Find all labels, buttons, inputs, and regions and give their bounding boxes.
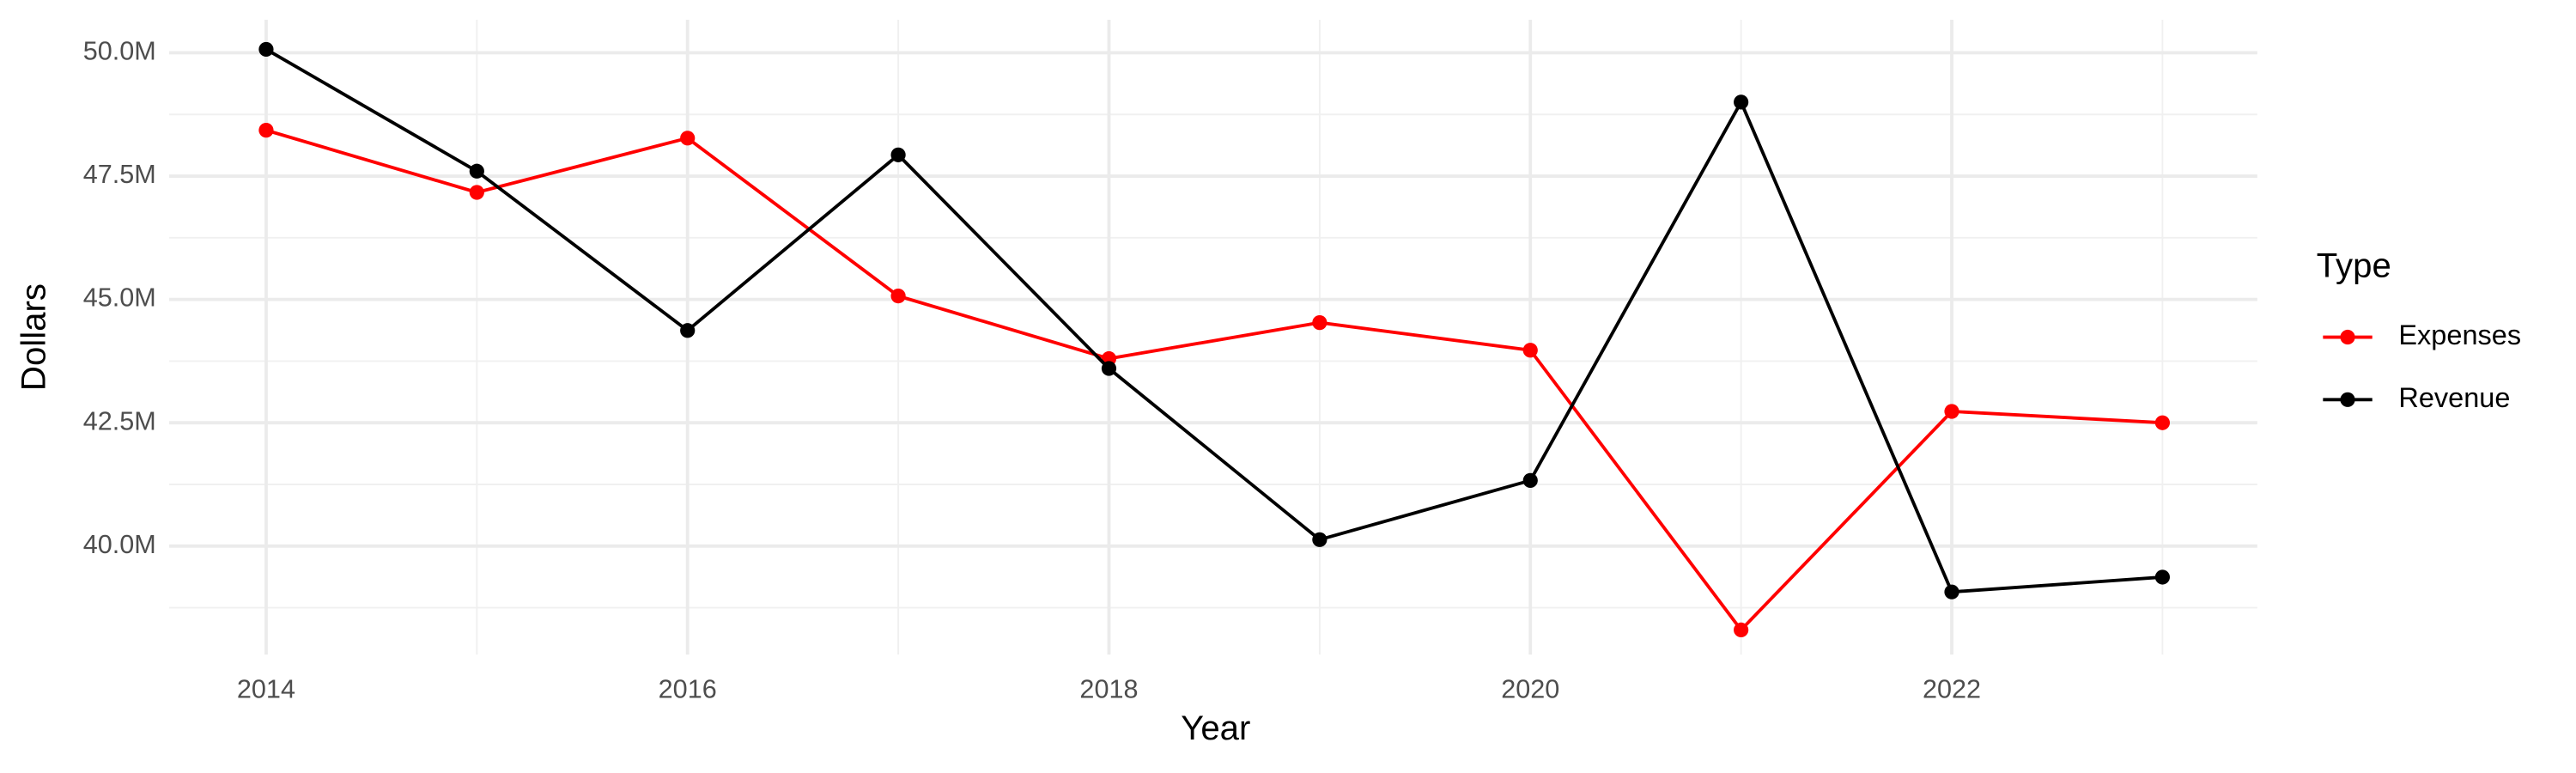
data-point: [1944, 404, 1959, 419]
data-point: [1312, 532, 1327, 547]
data-point: [890, 288, 906, 304]
data-point: [1944, 584, 1959, 600]
data-point: [2154, 569, 2171, 585]
y-axis-title: Dollars: [15, 283, 53, 391]
data-point: [680, 323, 696, 338]
x-tick-label: 2014: [237, 674, 295, 703]
data-point: [1522, 472, 1538, 489]
legend-label: Revenue: [2398, 382, 2510, 413]
series-line: [264, 47, 2163, 594]
y-tick-label: 42.5M: [83, 406, 156, 435]
x-tick-label: 2018: [1079, 674, 1138, 703]
y-tick-label: 45.0M: [83, 283, 156, 313]
x-tick-label: 2016: [659, 674, 717, 703]
data-point: [1734, 94, 1749, 110]
legend-key-point: [2340, 392, 2355, 407]
data-point: [258, 41, 274, 58]
data-point: [258, 123, 274, 138]
data-point: [469, 163, 484, 179]
x-tick-label: 2020: [1501, 674, 1559, 703]
x-axis-title: Year: [1181, 709, 1250, 747]
data-point: [2154, 415, 2171, 430]
data-point: [890, 147, 906, 162]
data-point: [1522, 343, 1538, 358]
series-line: [265, 128, 2163, 633]
legend-label: Expenses: [2398, 320, 2521, 350]
x-tick-label: 2022: [1923, 674, 1981, 703]
y-tick-label: 40.0M: [83, 530, 156, 559]
data-point: [469, 185, 484, 200]
data-point: [1312, 314, 1327, 331]
y-tick-label: 47.5M: [83, 160, 156, 189]
legend-key-point: [2340, 329, 2355, 345]
data-point: [1734, 622, 1749, 638]
data-point: [680, 131, 696, 146]
legend-title: Type: [2317, 247, 2391, 285]
y-tick-label: 50.0M: [83, 37, 156, 66]
data-point: [1101, 361, 1117, 376]
